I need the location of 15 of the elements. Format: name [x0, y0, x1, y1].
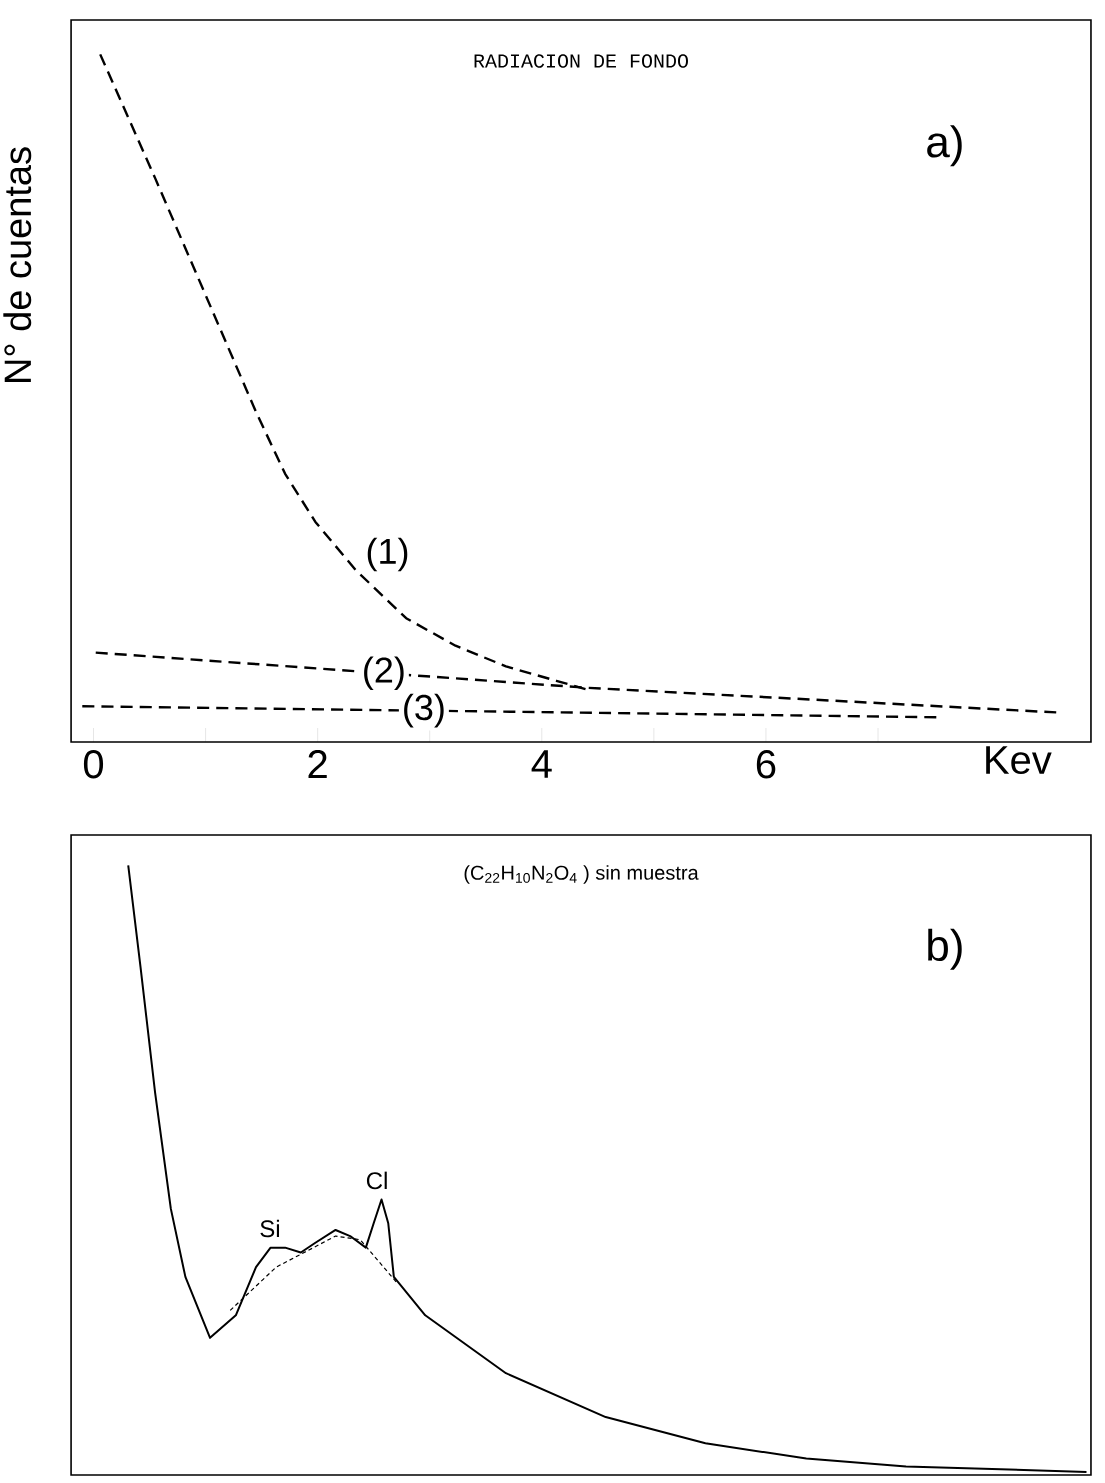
annotation: Si: [260, 1219, 279, 1238]
x-axis-title: Kev: [986, 746, 1052, 775]
series-label: (3): [404, 693, 444, 728]
series-label: (2): [364, 656, 404, 690]
annotation: a): [927, 125, 962, 167]
series-label: (1): [367, 537, 408, 572]
annotation: Cl: [366, 1171, 387, 1190]
x-tick-label: 0: [83, 750, 104, 779]
x-tick-label: 2: [308, 750, 327, 779]
x-tick-label: 4: [531, 750, 552, 778]
chart-title: RADIACION DE FONDO: [474, 54, 688, 68]
y-axis-title: N° de cuentas: [3, 147, 32, 382]
x-tick-label: 6: [756, 750, 776, 779]
chart-title: (C$_{22}$H$_{10}$N$_{2}$O$_{4}$ ) sin muestra: [464, 865, 699, 884]
annotation: b): [928, 928, 962, 970]
